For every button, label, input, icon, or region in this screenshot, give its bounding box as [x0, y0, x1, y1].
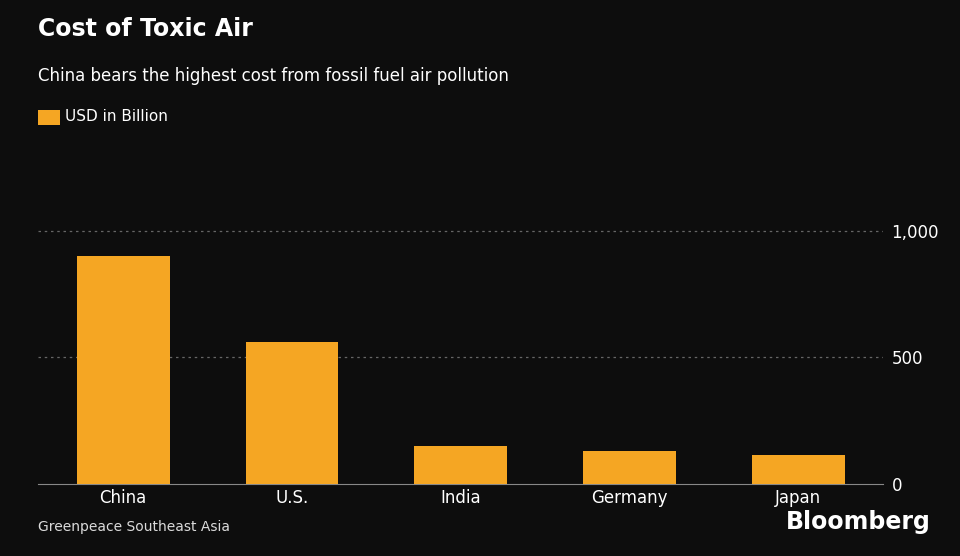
- Bar: [415, 446, 507, 484]
- Bar: [583, 451, 676, 484]
- Bar: [246, 342, 339, 484]
- Text: Cost of Toxic Air: Cost of Toxic Air: [38, 17, 253, 41]
- Text: Bloomberg: Bloomberg: [786, 510, 931, 534]
- Bar: [77, 256, 170, 484]
- Text: China bears the highest cost from fossil fuel air pollution: China bears the highest cost from fossil…: [38, 67, 509, 85]
- Text: Greenpeace Southeast Asia: Greenpeace Southeast Asia: [38, 520, 230, 534]
- Text: USD in Billion: USD in Billion: [65, 110, 168, 124]
- Bar: [752, 455, 845, 484]
